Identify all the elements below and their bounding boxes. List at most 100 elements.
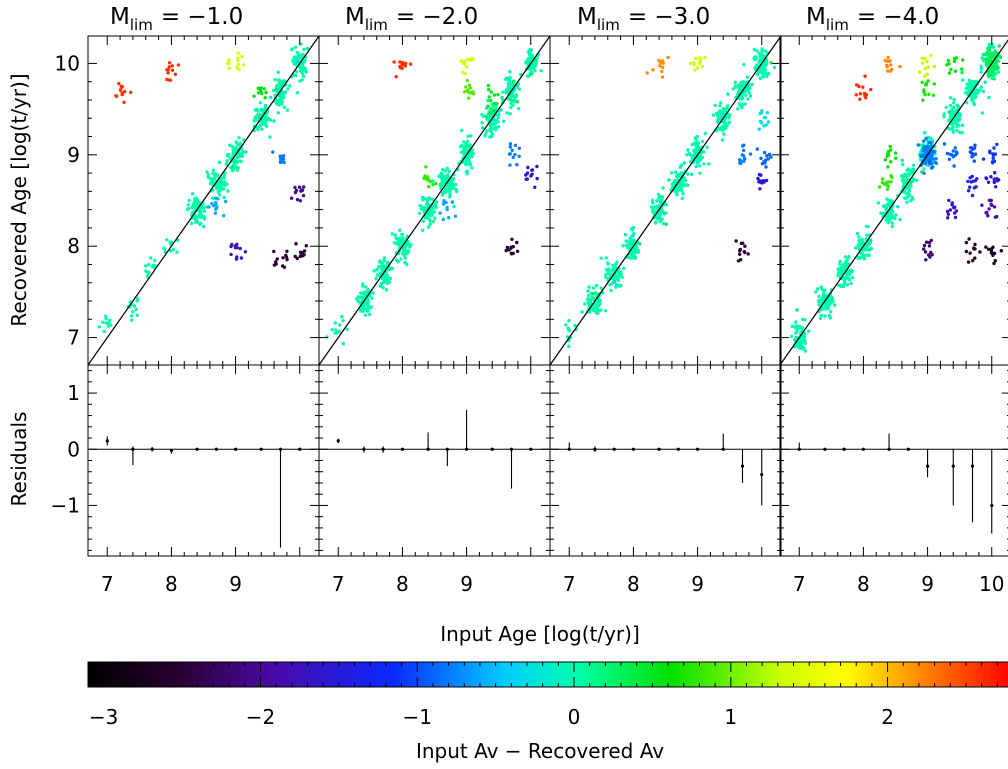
scatter-point	[864, 237, 868, 241]
scatter-point	[337, 329, 342, 334]
scatter-point	[298, 254, 302, 259]
scatter-point	[960, 67, 964, 71]
scatter-point	[445, 208, 449, 212]
scatter-point	[463, 160, 467, 165]
scatter-point	[920, 56, 924, 60]
scatter-point	[272, 249, 276, 254]
scatter-point	[433, 216, 437, 220]
residual-point	[657, 447, 661, 451]
scatter-point	[167, 61, 172, 65]
scatter-point	[485, 117, 489, 121]
scatter-point	[208, 176, 212, 181]
scatter-point	[738, 252, 742, 256]
scatter-point	[991, 64, 996, 68]
residual-point	[381, 447, 385, 451]
scatter-point	[865, 244, 869, 249]
scatter-point	[742, 62, 746, 67]
scatter-point	[922, 88, 926, 92]
scatter-point	[299, 189, 303, 193]
scatter-point	[195, 220, 200, 224]
scatter-point	[496, 115, 500, 120]
scatter-point	[890, 67, 894, 72]
scatter-point	[227, 66, 232, 71]
scatter-ticks	[550, 36, 781, 365]
scatter-point	[508, 112, 512, 116]
scatter-point	[857, 235, 861, 239]
scatter-point	[403, 256, 408, 260]
scatter-point	[885, 65, 890, 69]
scatter-point	[494, 106, 498, 110]
scatter-point	[238, 246, 242, 251]
scatter-point	[276, 111, 280, 115]
scatter-point	[132, 304, 137, 308]
scatter-point	[981, 89, 986, 94]
scatter-point	[468, 162, 472, 166]
scatter-point	[932, 64, 937, 69]
scatter-point	[167, 65, 171, 69]
x-tick-label: 7	[793, 572, 806, 596]
scatter-point	[301, 193, 306, 198]
scatter-point	[244, 150, 248, 154]
scatter-point	[530, 56, 534, 61]
scatter-point	[130, 318, 134, 322]
scatter-point	[757, 51, 761, 56]
scatter-point	[918, 70, 922, 74]
scatter-point	[822, 290, 826, 295]
colorbar: −3 −2 −1 0 1 2 Input Av − Recovered Av	[87, 661, 1008, 763]
scatter-point	[995, 142, 999, 147]
scatter-point	[793, 338, 797, 342]
scatter-point	[470, 148, 474, 152]
scatter-point	[713, 103, 717, 108]
scatter-point	[861, 252, 865, 256]
residual-point	[298, 447, 302, 451]
scatter-point	[193, 205, 198, 209]
scatter-point	[509, 94, 513, 99]
scatter-point	[535, 55, 539, 60]
scatter-point	[952, 101, 956, 105]
scatter-point	[425, 202, 430, 206]
scatter-point	[755, 147, 759, 151]
scatter-point	[850, 269, 854, 273]
scatter-point	[992, 251, 997, 255]
colorbar-label: Input Av − Recovered Av	[416, 739, 664, 763]
scatter-point	[175, 250, 179, 254]
scatter-point	[492, 101, 496, 106]
scatter-point	[580, 310, 584, 314]
scatter-point	[235, 166, 240, 170]
scatter-point	[304, 244, 308, 248]
scatter-point	[379, 265, 383, 270]
scatter-point	[513, 87, 517, 92]
scatter-point	[219, 186, 223, 190]
scatter-point	[820, 307, 824, 311]
x-tick-label: 8	[627, 572, 640, 596]
scatter-point	[452, 177, 456, 181]
scatter-point	[364, 307, 368, 311]
scatter-point	[334, 328, 338, 332]
scatter-point	[661, 186, 665, 190]
scatter-point	[504, 90, 508, 94]
scatter-point	[946, 216, 950, 220]
scatter-point	[488, 107, 492, 112]
scatter-point	[634, 256, 638, 260]
scatter-point	[510, 237, 514, 241]
scatter-point	[333, 331, 337, 335]
scatter-point	[463, 72, 467, 76]
scatter-point	[301, 65, 306, 70]
scatter-point	[692, 61, 696, 65]
scatter-point	[686, 172, 690, 176]
scatter-point	[441, 191, 445, 195]
scatter-point	[711, 113, 716, 117]
residual-point	[169, 448, 174, 452]
scatter-point	[968, 185, 972, 189]
scatter-point	[104, 321, 109, 325]
scatter-point	[398, 236, 402, 240]
residual-point	[887, 447, 891, 451]
scatter-point	[993, 215, 998, 219]
scatter-point	[695, 143, 700, 147]
scatter-point	[385, 281, 389, 285]
scatter-point	[966, 179, 970, 184]
scatter-point	[400, 66, 404, 71]
residual-point	[195, 447, 199, 451]
scatter-point	[985, 210, 989, 215]
scatter-point	[743, 157, 747, 161]
